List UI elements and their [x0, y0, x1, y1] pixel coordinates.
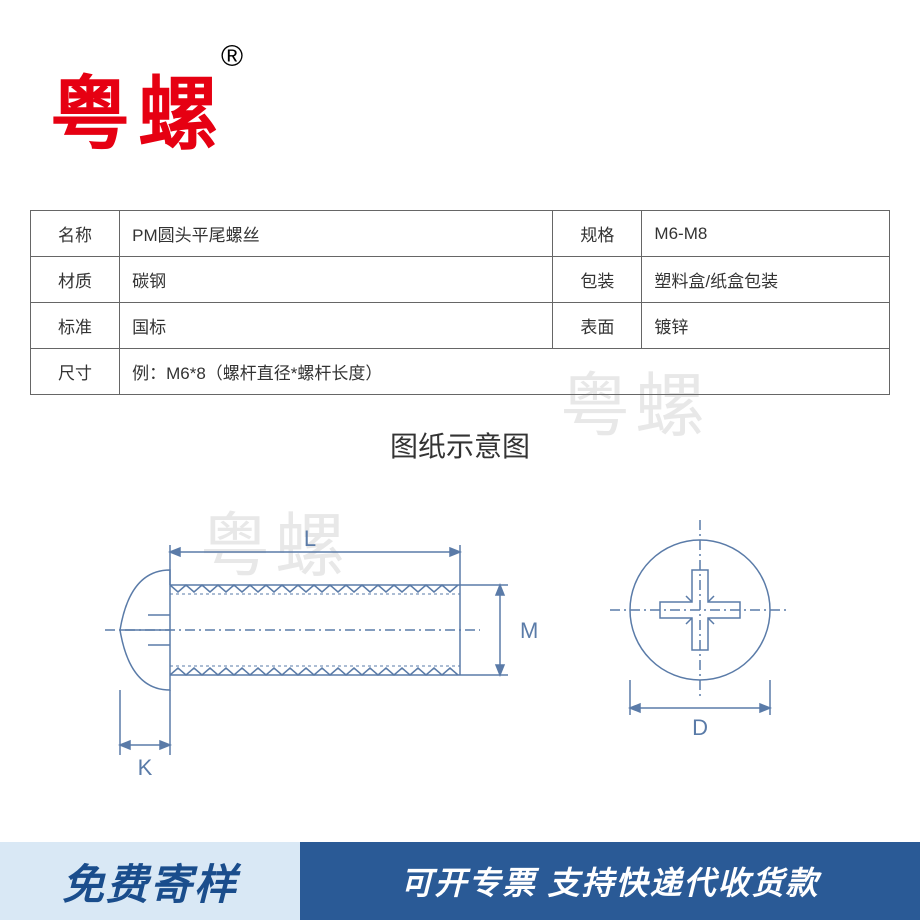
registered-mark: ®	[221, 40, 243, 73]
cell-value: 镀锌	[642, 303, 890, 349]
table-row: 材质 碳钢 包装 塑料盒/纸盒包装	[31, 257, 890, 303]
cell-value: 塑料盒/纸盒包装	[642, 257, 890, 303]
brand-logo: 粤螺®	[50, 50, 248, 166]
dim-label-L: L	[304, 526, 316, 551]
cell-label: 包装	[553, 257, 642, 303]
cell-value: PM圆头平尾螺丝	[120, 211, 553, 257]
table-row: 尺寸 例：M6*8（螺杆直径*螺杆长度）	[31, 349, 890, 395]
cell-label: 材质	[31, 257, 120, 303]
brand-name: 粤螺	[50, 50, 226, 166]
cell-label: 表面	[553, 303, 642, 349]
table-row: 名称 PM圆头平尾螺丝 规格 M6-M8	[31, 211, 890, 257]
cell-value: 例：M6*8（螺杆直径*螺杆长度）	[120, 349, 890, 395]
cell-value: M6-M8	[642, 211, 890, 257]
dim-label-K: K	[138, 755, 153, 780]
cell-value: 国标	[120, 303, 553, 349]
cell-label: 标准	[31, 303, 120, 349]
cell-label: 名称	[31, 211, 120, 257]
banner-left: 免费寄样	[0, 842, 300, 920]
dim-label-D: D	[692, 715, 708, 740]
banner-right-text: 可开专票 支持快递代收货款	[401, 858, 820, 904]
table-row: 标准 国标 表面 镀锌	[31, 303, 890, 349]
dim-label-M: M	[520, 618, 538, 643]
banner-left-text: 免费寄样	[62, 851, 238, 912]
cell-value: 碳钢	[120, 257, 553, 303]
schematic-diagram: L M K	[60, 480, 860, 780]
cell-label: 尺寸	[31, 349, 120, 395]
banner-right: 可开专票 支持快递代收货款	[300, 842, 920, 920]
promo-banner: 免费寄样 可开专票 支持快递代收货款	[0, 842, 920, 920]
diagram-title: 图纸示意图	[0, 425, 920, 465]
cell-label: 规格	[553, 211, 642, 257]
spec-table: 名称 PM圆头平尾螺丝 规格 M6-M8 材质 碳钢 包装 塑料盒/纸盒包装 标…	[30, 210, 890, 395]
